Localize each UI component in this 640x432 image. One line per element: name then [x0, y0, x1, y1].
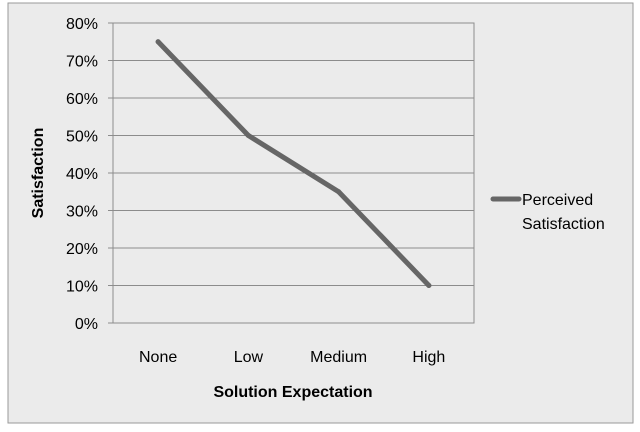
x-tick-label: High: [412, 349, 445, 366]
data-point: [426, 283, 432, 288]
data-point: [155, 39, 161, 45]
x-tick-label: None: [139, 349, 177, 366]
x-axis-title: Solution Expectation: [213, 384, 372, 401]
x-tick-label: Low: [234, 349, 264, 366]
data-point: [336, 189, 342, 195]
y-tick-label: 40%: [66, 166, 98, 183]
series-lines: [155, 39, 432, 288]
data-point: [245, 133, 251, 138]
y-tick-label: 0%: [75, 316, 98, 333]
legend-label: Perceived Satisfaction: [522, 192, 605, 233]
y-tick-label: 70%: [66, 54, 98, 71]
y-tick-label: 50%: [66, 129, 98, 146]
legend-label-line: Satisfaction: [522, 216, 605, 233]
chart-background: [7, 2, 634, 424]
y-tick-label: 80%: [66, 16, 98, 33]
legend-label-line: Perceived: [522, 192, 593, 209]
y-axis-tick-labels: 0% 10% 20% 30% 40% 50% 60% 70% 80%: [66, 16, 98, 333]
series-line: [155, 39, 432, 288]
gridlines: [108, 22, 474, 324]
x-axis-tick-labels: None Low Medium High: [139, 349, 445, 366]
y-tick-label: 30%: [66, 204, 98, 221]
x-tick-label: Medium: [310, 349, 367, 366]
y-tick-label: 60%: [66, 91, 98, 108]
y-tick-label: 20%: [66, 241, 98, 258]
y-tick-label: 10%: [66, 279, 98, 296]
legend: Perceived Satisfaction: [490, 192, 605, 233]
y-axis-title: Satisfaction: [30, 128, 47, 219]
